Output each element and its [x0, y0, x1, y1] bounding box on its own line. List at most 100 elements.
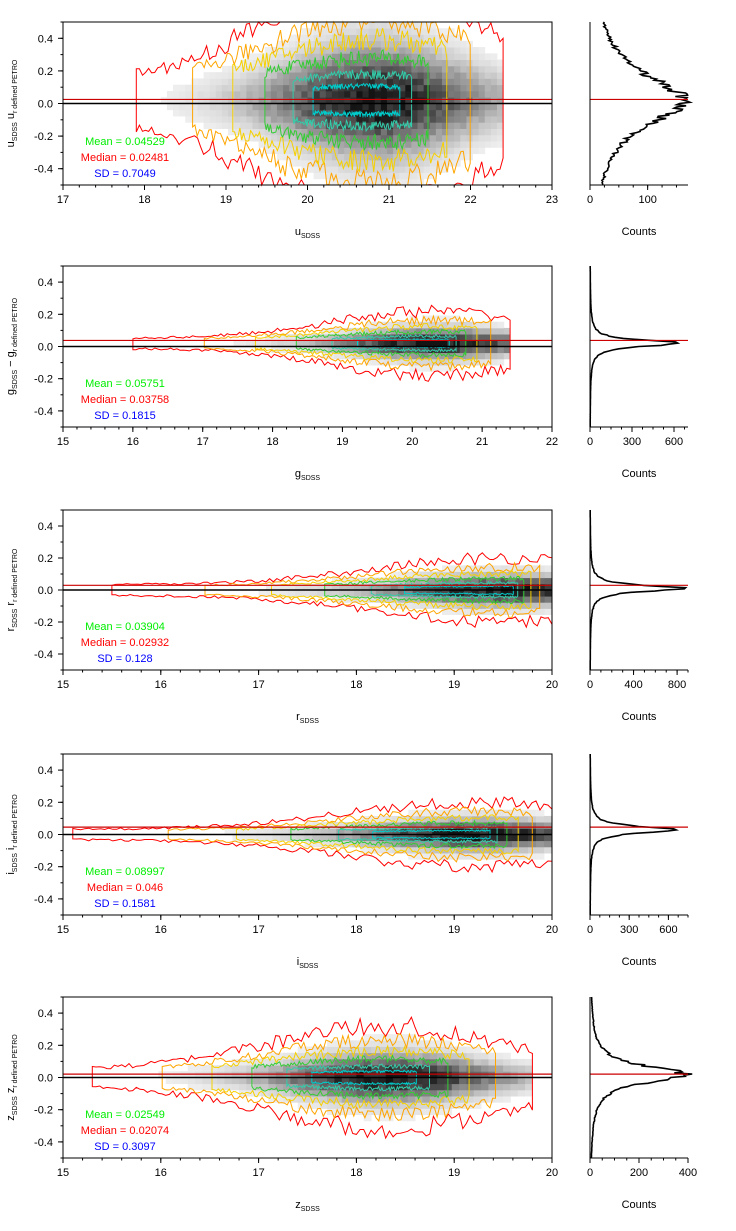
density-cell — [374, 172, 382, 180]
density-cell — [378, 1065, 387, 1072]
density-cell — [221, 97, 229, 104]
density-cell — [317, 590, 326, 597]
density-cell — [297, 1096, 306, 1103]
density-cell — [319, 166, 327, 173]
density-cell — [415, 358, 423, 366]
density-cell — [350, 141, 357, 148]
density-cell — [295, 72, 302, 79]
density-cell — [233, 340, 241, 347]
density-cell — [407, 1083, 416, 1091]
density-cell — [295, 141, 302, 148]
density-cell — [478, 78, 486, 86]
density-cell — [496, 815, 505, 823]
density-cell — [338, 147, 345, 155]
density-cell — [423, 28, 431, 35]
density-cell — [307, 34, 315, 42]
density-cell — [466, 109, 473, 117]
density-cell — [407, 1040, 416, 1047]
density-cell — [448, 840, 457, 848]
density-cell — [331, 78, 339, 86]
density-cell — [484, 72, 492, 79]
density-cell — [344, 59, 351, 67]
x-tick-label: 18 — [138, 194, 150, 206]
density-cell — [283, 59, 290, 67]
density-cell — [240, 97, 247, 104]
density-cell — [264, 109, 272, 117]
density-cell — [472, 78, 480, 86]
density-cell — [352, 834, 361, 842]
density-cell — [376, 815, 385, 823]
density-cell — [340, 346, 348, 354]
density-cell — [276, 103, 284, 111]
density-cell — [365, 327, 373, 335]
density-cell — [246, 65, 253, 73]
density-cell — [270, 134, 278, 142]
density-cell — [253, 1058, 262, 1066]
density-cell — [368, 577, 377, 585]
density-cell — [297, 1058, 306, 1066]
density-cell — [283, 128, 290, 136]
density-cell — [478, 577, 487, 585]
density-cell — [252, 134, 259, 142]
density-cell — [422, 321, 429, 329]
density-cell — [500, 602, 509, 609]
density-cell — [536, 828, 545, 835]
density-cell — [272, 834, 281, 842]
density-cell — [270, 53, 278, 61]
density-cell — [256, 828, 265, 835]
density-cell — [481, 1065, 489, 1072]
density-cell — [428, 315, 436, 323]
density-cell — [185, 116, 192, 123]
y-tick-label: 0.4 — [38, 277, 53, 289]
density-cell — [209, 109, 217, 117]
density-cell — [384, 822, 393, 829]
contour-level-5 — [370, 580, 519, 600]
density-cell — [441, 90, 449, 98]
density-cell — [301, 103, 308, 111]
density-cell — [495, 1077, 504, 1085]
density-cell — [313, 103, 321, 111]
density-cell — [444, 1058, 453, 1066]
density-cell — [374, 128, 382, 136]
density-cell — [464, 846, 473, 854]
y-tick-label: -0.4 — [34, 406, 53, 418]
density-cell — [307, 40, 315, 48]
density-cell — [319, 40, 327, 48]
density-cell — [362, 40, 370, 48]
density-cell — [441, 40, 449, 48]
density-cell — [423, 116, 431, 123]
density-cell — [497, 358, 505, 366]
density-cell — [334, 1052, 343, 1060]
density-cell — [415, 334, 423, 341]
density-cell — [325, 59, 333, 67]
density-cell — [187, 1083, 196, 1091]
density-cell — [325, 78, 333, 86]
density-cell — [386, 147, 394, 155]
density-cell — [380, 147, 388, 155]
density-cell — [448, 84, 455, 92]
density-cell — [353, 590, 362, 597]
density-cell — [319, 90, 327, 98]
density-cell — [268, 1089, 277, 1097]
density-cell — [435, 97, 443, 104]
density-cell — [276, 40, 284, 48]
density-cell — [405, 147, 412, 155]
density-cell — [400, 1040, 409, 1047]
density-cell — [490, 65, 498, 73]
density-cell — [319, 128, 327, 136]
density-cell — [352, 340, 360, 347]
density-cell — [429, 28, 437, 35]
density-cell — [525, 1083, 533, 1091]
density-cell — [344, 78, 351, 86]
density-cell — [478, 128, 486, 136]
density-cell — [365, 352, 373, 360]
density-cell — [371, 1052, 379, 1060]
density-cell — [325, 153, 333, 161]
density-cell — [441, 141, 449, 148]
density-cell — [276, 153, 284, 161]
density-cell — [261, 1065, 269, 1072]
contour-level-6 — [311, 1069, 417, 1086]
density-cell — [399, 103, 406, 111]
density-cell — [396, 352, 404, 360]
density-cell — [454, 109, 461, 117]
